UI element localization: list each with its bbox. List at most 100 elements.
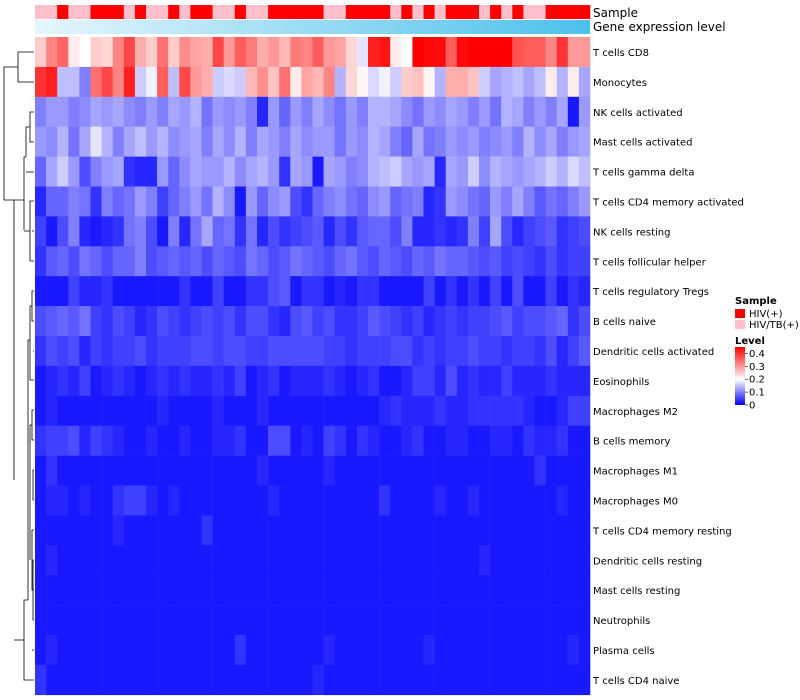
heatmap-cell (312, 545, 324, 576)
heatmap-cell (301, 306, 313, 337)
heatmap-cell (290, 575, 302, 606)
heatmap-cell (434, 186, 446, 217)
heatmap-cell (223, 455, 236, 486)
heatmap-cell (479, 395, 491, 426)
heatmap-cell (101, 515, 113, 546)
heatmap-cell (578, 336, 591, 367)
heatmap-cell (479, 66, 491, 98)
heatmap-cell (279, 664, 291, 696)
heatmap-cell (46, 605, 58, 636)
heatmap-cell (512, 635, 524, 666)
heatmap-cell (523, 425, 535, 456)
heatmap-cell (279, 156, 291, 187)
heatmap-cell (79, 515, 91, 546)
heatmap-cell (401, 664, 413, 696)
heatmap-cell (578, 425, 591, 456)
heatmap-cell (356, 336, 369, 367)
heatmap-cell (123, 276, 136, 307)
heatmap-cell (534, 66, 546, 98)
heatmap-cell (323, 635, 335, 666)
heatmap-cell (345, 515, 358, 546)
heatmap-cell (90, 664, 102, 696)
heatmap-cell (112, 395, 125, 426)
heatmap-cell (146, 37, 158, 68)
heatmap-cell (501, 635, 513, 666)
heatmap-cell (268, 455, 280, 486)
heatmap-cell (57, 186, 69, 217)
heatmap-cell (168, 635, 180, 666)
heatmap-cell (290, 635, 302, 666)
heatmap-cell (112, 336, 125, 367)
heatmap-cell (312, 126, 324, 157)
heatmap-cell (57, 425, 69, 456)
heatmap-cell (323, 66, 335, 98)
heatmap-cell (257, 545, 269, 576)
heatmap-cell (179, 605, 191, 636)
heatmap-cell (467, 126, 480, 157)
heatmap-cell (534, 545, 546, 576)
heatmap-cell (268, 485, 280, 516)
heatmap-cell (223, 276, 236, 307)
heatmap-cell (312, 66, 324, 98)
heatmap-cell (190, 336, 202, 367)
heatmap-cell (112, 306, 125, 337)
heatmap-cell (290, 455, 302, 486)
heatmap-cell (523, 664, 535, 696)
heatmap-cell (101, 216, 113, 247)
heatmap-cell (79, 306, 91, 337)
heatmap-cell (234, 635, 247, 666)
heatmap-cell (35, 126, 47, 157)
heatmap-cell (212, 276, 224, 307)
heatmap-cell (79, 126, 91, 157)
heatmap-cell (157, 365, 169, 397)
heatmap-cell (212, 515, 224, 546)
heatmap-cell (57, 365, 69, 397)
heatmap-cell (368, 216, 380, 247)
heatmap-cell (490, 186, 502, 217)
heatmap-cell (556, 515, 569, 546)
heatmap-cell (523, 336, 535, 367)
sample-annotation-cell (434, 5, 446, 19)
heatmap-cell (35, 485, 47, 516)
heatmap-cell (323, 276, 335, 307)
heatmap-cell (490, 485, 502, 516)
heatmap-cell (567, 66, 580, 98)
heatmap-cell (190, 515, 202, 546)
heatmap-cell (323, 216, 335, 247)
heatmap-cell (123, 635, 136, 666)
heatmap-cell (90, 575, 102, 606)
heatmap-cell (423, 575, 435, 606)
heatmap-cell (523, 126, 535, 157)
heatmap-cell (423, 455, 435, 486)
heatmap-cell (379, 605, 391, 636)
row-label: Dendritic cells activated (593, 347, 714, 358)
heatmap-cell (101, 395, 113, 426)
heatmap-cell (301, 455, 313, 486)
heatmap-cell (35, 216, 47, 247)
heatmap-cell (257, 276, 269, 307)
heatmap-cell (401, 336, 413, 367)
heatmap-cell (223, 515, 236, 546)
heatmap-cell (578, 455, 591, 486)
heatmap-cell (257, 37, 269, 68)
heatmap-cell (179, 216, 191, 247)
heatmap-cell (523, 545, 535, 576)
heatmap-cell (567, 425, 580, 456)
heatmap-cell (490, 156, 502, 187)
heatmap-cell (268, 605, 280, 636)
row-label: Macrophages M1 (593, 467, 678, 478)
heatmap-cell (445, 545, 458, 576)
heatmap-cell (190, 605, 202, 636)
heatmap-cell (190, 37, 202, 68)
heatmap-cell (479, 96, 491, 127)
heatmap-cell (479, 635, 491, 666)
heatmap-cell (301, 664, 313, 696)
heatmap-cell (179, 156, 191, 187)
heatmap-cell (379, 306, 391, 337)
heatmap-cell (245, 336, 258, 367)
sample-annotation-cell (479, 5, 491, 19)
heatmap-cell (146, 336, 158, 367)
heatmap-cell (146, 455, 158, 486)
heatmap-cell (445, 605, 458, 636)
heatmap-cell (212, 306, 224, 337)
